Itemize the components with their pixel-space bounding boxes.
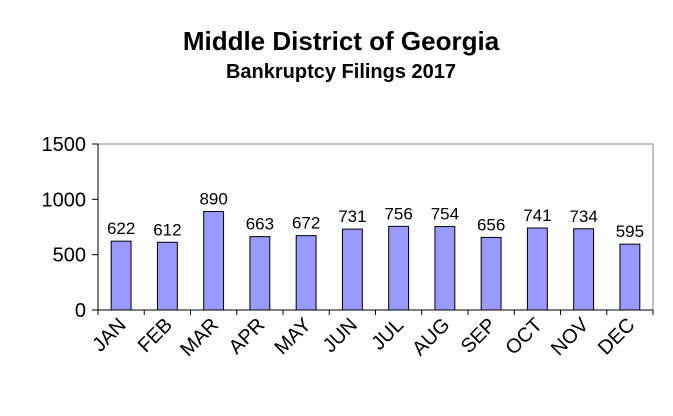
x-tick-label: JUN: [319, 314, 362, 357]
data-label: 741: [523, 206, 551, 225]
data-label: 622: [107, 219, 135, 238]
bar-feb: [156, 241, 178, 311]
bar-oct: [526, 227, 548, 311]
x-tick-label: NOV: [547, 314, 594, 361]
data-label: 656: [477, 215, 505, 234]
bar-mar: [203, 211, 225, 311]
data-label: 612: [153, 220, 181, 239]
bar-dec: [619, 243, 641, 311]
bar-jun: [341, 228, 363, 311]
chart-title: Middle District of Georgia: [183, 26, 500, 56]
bar-sep: [480, 236, 502, 311]
x-tick-label: FEB: [134, 314, 177, 357]
x-tick-label: JUL: [367, 314, 408, 355]
data-label: 731: [338, 207, 366, 226]
bar-nov: [573, 228, 595, 311]
x-tick-label: MAR: [176, 314, 223, 361]
plot-area: [97, 143, 654, 311]
data-label: 734: [569, 207, 597, 226]
y-tick-label: 1000: [42, 189, 87, 211]
bar-jul: [388, 225, 410, 311]
x-tick-label: JAN: [88, 314, 130, 356]
x-tick-label: APR: [225, 314, 270, 359]
bar-apr: [249, 236, 271, 311]
bar-may: [295, 235, 317, 311]
bar-aug: [434, 226, 456, 311]
y-tick-label: 500: [53, 245, 86, 267]
data-label: 595: [616, 222, 644, 241]
y-tick-label: 1500: [42, 134, 87, 156]
chart-subtitle: Bankruptcy Filings 2017: [226, 61, 456, 83]
x-tick-label: MAY: [271, 314, 316, 359]
data-label: 672: [292, 214, 320, 233]
data-label: 756: [384, 204, 412, 223]
x-tick-label: DEC: [594, 314, 639, 359]
x-tick-label: AUG: [408, 314, 454, 360]
data-label: 890: [199, 190, 227, 209]
y-tick-label: 0: [75, 300, 86, 322]
x-tick-label: SEP: [457, 314, 501, 358]
data-label: 663: [246, 215, 274, 234]
x-tick-label: OCT: [502, 314, 547, 359]
data-label: 754: [431, 205, 459, 224]
bar-jan: [110, 240, 132, 311]
